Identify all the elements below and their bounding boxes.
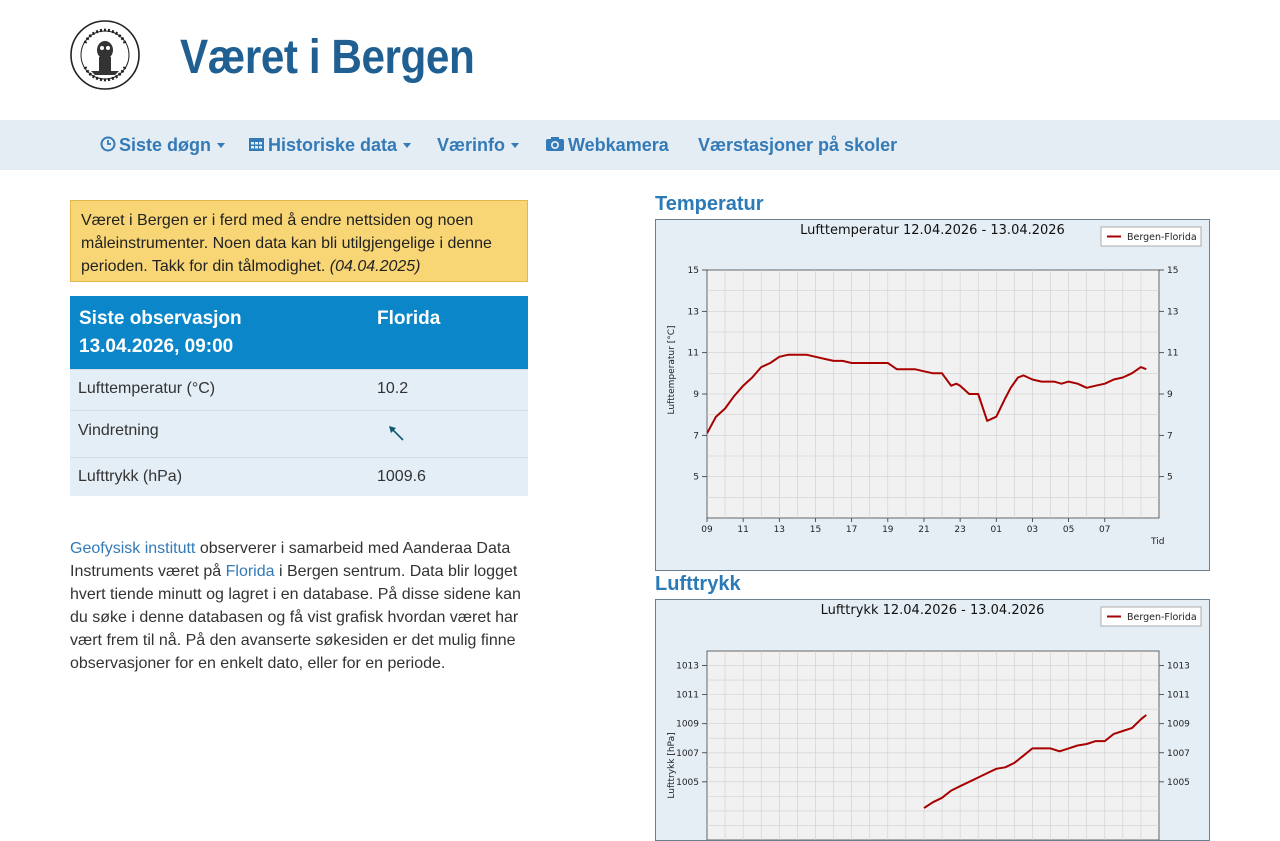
nav-label: Historiske data bbox=[268, 135, 398, 155]
chevron-down-icon bbox=[217, 142, 226, 148]
pressure-section-title[interactable]: Lufttrykk bbox=[655, 573, 741, 595]
nav-vaerinfo[interactable]: Værinfo bbox=[437, 120, 520, 170]
y-tick-label: 1007 bbox=[1167, 749, 1190, 759]
y-tick-label: 1013 bbox=[1167, 662, 1190, 672]
x-tick-label: 19 bbox=[882, 525, 894, 535]
y-tick-label: 13 bbox=[688, 307, 699, 317]
temperature-chart-svg: Lufttemperatur 12.04.2026 - 13.04.2026 5 5… bbox=[667, 223, 1202, 547]
row-value: 10.2 bbox=[377, 380, 409, 397]
nav-vaerstasjoner-pa-skoler[interactable]: Værstasjoner på skoler bbox=[698, 120, 897, 170]
plot-area bbox=[706, 650, 1160, 840]
notice-date: (04.04.2025) bbox=[329, 258, 421, 275]
observation-timestamp: 13.04.2026, 09:00 bbox=[79, 336, 234, 357]
y-tick-label: 5 bbox=[1167, 473, 1173, 483]
y-tick-label: 1013 bbox=[676, 662, 699, 672]
wind-direction-arrow-icon bbox=[389, 426, 404, 441]
x-tick-label: 15 bbox=[810, 525, 821, 535]
x-axis-label: Tid bbox=[1150, 537, 1164, 547]
x-tick-label: 01 bbox=[991, 525, 1002, 535]
observation-title: Siste observasjon 13.04.2026, 09:00 bbox=[79, 305, 242, 361]
intro-text-2: i Bergen sentrum. Data blir logget hvert… bbox=[70, 563, 521, 672]
table-row-wind-direction: Vindretning bbox=[70, 410, 528, 457]
x-tick-label: 05 bbox=[1063, 525, 1074, 535]
y-tick-label: 11 bbox=[1167, 349, 1178, 359]
y-tick-label: 1009 bbox=[676, 720, 699, 730]
y-tick-label: 1005 bbox=[676, 778, 699, 788]
row-value: 1009.6 bbox=[377, 468, 426, 485]
intro-text-1: observerer i samarbeid med Aanderaa Data… bbox=[70, 540, 511, 580]
y-tick-label: 1011 bbox=[1167, 691, 1190, 701]
row-label: Vindretning bbox=[78, 422, 159, 439]
nav-historiske-data[interactable]: Historiske data bbox=[248, 120, 412, 170]
x-tick-label: 07 bbox=[1099, 525, 1110, 535]
x-tick-label: 09 bbox=[701, 525, 713, 535]
y-tick-label: 9 bbox=[1167, 390, 1173, 400]
link-geofysisk-institutt[interactable]: Geofysisk institutt bbox=[70, 540, 196, 557]
y-tick-label: 9 bbox=[693, 390, 699, 400]
x-tick-label: 13 bbox=[774, 525, 785, 535]
y-tick-label: 5 bbox=[693, 473, 699, 483]
observation-table-header: Siste observasjon 13.04.2026, 09:00 Flor… bbox=[70, 296, 528, 369]
link-florida[interactable]: Florida bbox=[225, 563, 275, 580]
legend-label: Bergen-Florida bbox=[1127, 612, 1197, 623]
y-tick-label: 1007 bbox=[676, 749, 699, 759]
pressure-chart-svg: Lufttrykk 12.04.2026 - 13.04.2026 1005 100… bbox=[667, 603, 1202, 840]
nav-label: Webkamera bbox=[568, 135, 669, 155]
nav-webkamera[interactable]: Webkamera bbox=[545, 120, 669, 170]
legend-label: Bergen-Florida bbox=[1127, 232, 1197, 243]
pressure-chart[interactable]: Lufttrykk 12.04.2026 - 13.04.2026 1005 100… bbox=[655, 599, 1210, 841]
legend: Bergen-Florida bbox=[1100, 226, 1202, 247]
x-tick-label: 03 bbox=[1027, 525, 1038, 535]
chevron-down-icon bbox=[511, 142, 520, 148]
y-tick-label: 7 bbox=[1167, 431, 1173, 441]
y-tick-label: 15 bbox=[1167, 266, 1178, 276]
chart-title: Lufttemperatur 12.04.2026 - 13.04.2026 bbox=[800, 223, 1065, 238]
site-title[interactable]: Været i Bergen bbox=[180, 31, 475, 84]
y-tick-label: 15 bbox=[688, 266, 699, 276]
y-tick-label: 1011 bbox=[676, 691, 699, 701]
y-tick-label: 7 bbox=[693, 431, 699, 441]
row-label: Lufttrykk (hPa) bbox=[78, 468, 183, 485]
main-navigation: Siste døgn Historiske data Værinfo Webka… bbox=[0, 120, 1280, 170]
temperature-chart[interactable]: Lufttemperatur 12.04.2026 - 13.04.2026 5 5… bbox=[655, 219, 1210, 571]
calendar-icon bbox=[249, 138, 264, 152]
table-row-pressure: Lufttrykk (hPa) 1009.6 bbox=[70, 457, 528, 496]
notice-text: Været i Bergen er i ferd med å endre net… bbox=[81, 212, 492, 275]
clock-icon bbox=[100, 136, 116, 152]
y-tick-label: 1005 bbox=[1167, 778, 1190, 788]
table-row-temperature: Lufttemperatur (°C) 10.2 bbox=[70, 369, 528, 410]
chart-title: Lufttrykk 12.04.2026 - 13.04.2026 bbox=[821, 603, 1045, 618]
legend: Bergen-Florida bbox=[1100, 606, 1202, 627]
y-tick-label: 1009 bbox=[1167, 720, 1190, 730]
camera-icon bbox=[546, 137, 564, 152]
nav-label: Værinfo bbox=[437, 135, 506, 155]
station-name: Florida bbox=[377, 308, 441, 329]
x-tick-label: 21 bbox=[918, 525, 929, 535]
x-tick-label: 17 bbox=[846, 525, 857, 535]
university-seal-icon[interactable] bbox=[69, 19, 141, 91]
x-tick-label: 11 bbox=[737, 525, 748, 535]
row-label: Lufttemperatur (°C) bbox=[78, 380, 216, 397]
y-tick-label: 11 bbox=[688, 349, 699, 359]
legend-box bbox=[1100, 226, 1202, 247]
x-tick-label: 23 bbox=[954, 525, 965, 535]
nav-siste-dogn[interactable]: Siste døgn bbox=[100, 120, 226, 170]
intro-paragraph: Geofysisk institutt observerer i samarbe… bbox=[70, 537, 528, 675]
y-axis-label: Lufttemperatur [°C] bbox=[667, 326, 677, 415]
notice-banner: Været i Bergen er i ferd med å endre net… bbox=[70, 200, 528, 282]
nav-label: Værstasjoner på skoler bbox=[698, 135, 898, 155]
series-line bbox=[923, 714, 1147, 809]
y-tick-label: 13 bbox=[1167, 307, 1178, 317]
site-header: Været i Bergen bbox=[0, 0, 1280, 120]
y-axis-label: Lufttrykk [hPa] bbox=[667, 732, 677, 798]
series-line bbox=[707, 353, 1147, 434]
observation-table: Siste observasjon 13.04.2026, 09:00 Flor… bbox=[70, 296, 528, 496]
observation-title-line1: Siste observasjon bbox=[79, 308, 242, 329]
legend-box bbox=[1100, 606, 1202, 627]
temperature-section-title[interactable]: Temperatur bbox=[655, 193, 764, 215]
chevron-down-icon bbox=[403, 142, 412, 148]
nav-label: Siste døgn bbox=[119, 135, 212, 155]
